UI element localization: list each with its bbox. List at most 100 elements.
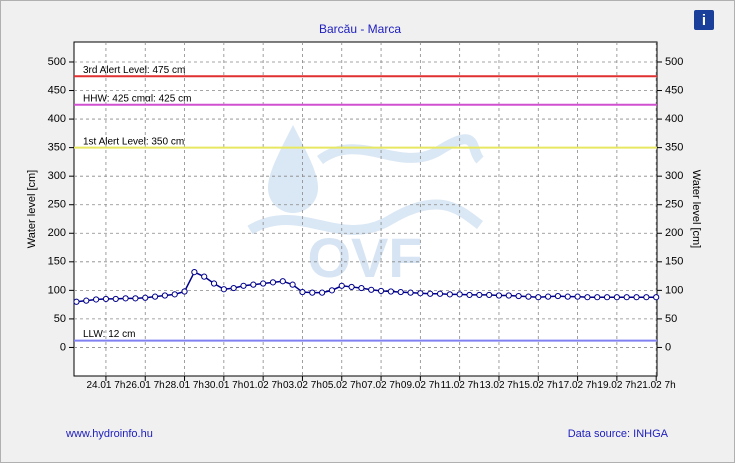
data-point bbox=[112, 295, 119, 303]
data-point bbox=[574, 293, 581, 300]
data-point bbox=[260, 280, 267, 287]
data-point bbox=[397, 288, 404, 296]
data-point bbox=[201, 273, 208, 280]
data-point bbox=[613, 294, 620, 301]
y2-tick-label: 50 bbox=[665, 313, 677, 325]
data-point bbox=[171, 291, 178, 298]
data-point bbox=[436, 290, 444, 297]
data-point bbox=[643, 294, 650, 301]
y2-tick-label: 100 bbox=[665, 284, 683, 296]
data-point bbox=[466, 291, 473, 299]
footer-source: Data source: INHGA bbox=[568, 428, 669, 440]
x-tick-label: 19.02 7h bbox=[597, 380, 637, 391]
data-point bbox=[348, 283, 355, 291]
watermark-wave bbox=[247, 199, 484, 235]
data-point bbox=[161, 292, 168, 299]
y2-tick-label: 450 bbox=[665, 84, 683, 96]
y2-tick-label: 200 bbox=[665, 227, 683, 239]
data-point bbox=[525, 293, 532, 300]
data-point bbox=[191, 268, 198, 276]
data-point bbox=[653, 294, 660, 301]
x-tick-label: 01.02 7h bbox=[243, 380, 283, 391]
y-tick-label: 150 bbox=[48, 256, 66, 268]
y-tick-label: 100 bbox=[48, 284, 66, 296]
x-tick-label: 07.02 7h bbox=[361, 380, 401, 391]
x-tick-label: 15.02 7h bbox=[518, 380, 558, 391]
data-point bbox=[633, 294, 640, 301]
chart-title: Barcău - Marca bbox=[319, 22, 401, 36]
y2-tick-label: 350 bbox=[665, 142, 683, 154]
data-point bbox=[603, 294, 611, 301]
y-axis-label: Water level [cm] bbox=[26, 170, 38, 248]
data-point bbox=[309, 289, 316, 296]
y2-axis-label: Water level [cm] bbox=[690, 170, 702, 248]
data-point bbox=[151, 293, 159, 300]
data-point bbox=[456, 291, 463, 298]
threshold-label: 1st Alert Level: 350 cm bbox=[83, 136, 184, 147]
x-tick-label: 11.02 7h bbox=[440, 380, 479, 391]
x-tick-label: 17.02 7h bbox=[558, 380, 598, 391]
data-point bbox=[142, 294, 149, 301]
y-tick-label: 50 bbox=[54, 313, 66, 325]
data-point bbox=[623, 294, 630, 301]
x-tick-label: 03.02 7h bbox=[282, 380, 322, 391]
data-point bbox=[73, 298, 80, 305]
data-point bbox=[328, 287, 336, 294]
data-point bbox=[299, 288, 306, 296]
data-point bbox=[220, 286, 227, 293]
x-tick-label: 21.02 7h bbox=[636, 380, 676, 391]
data-point bbox=[132, 295, 139, 302]
info-button[interactable] bbox=[694, 10, 714, 30]
data-point bbox=[427, 290, 434, 297]
data-point bbox=[486, 291, 493, 299]
data-point bbox=[505, 292, 512, 299]
x-tick-label: 24.01 7h bbox=[86, 380, 126, 391]
data-point bbox=[417, 290, 424, 297]
data-point bbox=[338, 282, 345, 289]
data-point bbox=[407, 289, 414, 296]
data-point bbox=[210, 280, 218, 287]
footer-link[interactable]: www.hydroinfo.hu bbox=[65, 428, 153, 440]
x-tick-label: 30.01 7h bbox=[204, 380, 244, 391]
x-tick-label: 26.01 7h bbox=[125, 380, 165, 391]
y2-tick-label: 400 bbox=[665, 113, 683, 125]
x-tick-label: 13.02 7h bbox=[479, 380, 519, 391]
data-point bbox=[269, 279, 277, 286]
y2-tick-label: 300 bbox=[665, 170, 683, 182]
x-tick-label: 05.02 7h bbox=[322, 380, 362, 391]
y-tick-label: 250 bbox=[48, 199, 66, 211]
y-tick-label: 200 bbox=[48, 227, 66, 239]
x-tick-label: 09.02 7h bbox=[400, 380, 440, 391]
data-point bbox=[377, 287, 385, 295]
data-point bbox=[250, 281, 257, 288]
x-tick-label: 28.01 7h bbox=[165, 380, 204, 391]
data-point bbox=[564, 293, 571, 300]
data-point bbox=[594, 294, 601, 301]
y-tick-label: 350 bbox=[48, 142, 66, 154]
data-point bbox=[584, 294, 591, 301]
data-point bbox=[279, 278, 286, 285]
plot-area bbox=[73, 41, 658, 377]
watermark: OVF bbox=[307, 226, 422, 289]
data-point bbox=[544, 293, 552, 300]
y2-tick-label: 0 bbox=[665, 341, 671, 353]
y2-tick-label: 250 bbox=[665, 199, 683, 211]
data-point bbox=[122, 295, 129, 302]
data-point bbox=[495, 292, 503, 299]
data-point bbox=[230, 284, 237, 292]
y2-tick-label: 500 bbox=[665, 56, 683, 68]
data-point bbox=[446, 291, 453, 298]
y-tick-label: 300 bbox=[48, 170, 66, 182]
data-point bbox=[387, 288, 394, 295]
info-icon[interactable]: i bbox=[702, 12, 706, 29]
y-tick-label: 450 bbox=[48, 84, 66, 96]
data-point bbox=[554, 292, 562, 300]
watermark-drop bbox=[268, 125, 318, 213]
y-tick-label: 0 bbox=[60, 341, 66, 353]
data-point bbox=[358, 284, 365, 292]
threshold-label: LLW: 12 cm bbox=[83, 329, 135, 340]
data-point bbox=[476, 291, 483, 299]
y-tick-label: 400 bbox=[48, 113, 66, 125]
data-point bbox=[240, 282, 247, 289]
